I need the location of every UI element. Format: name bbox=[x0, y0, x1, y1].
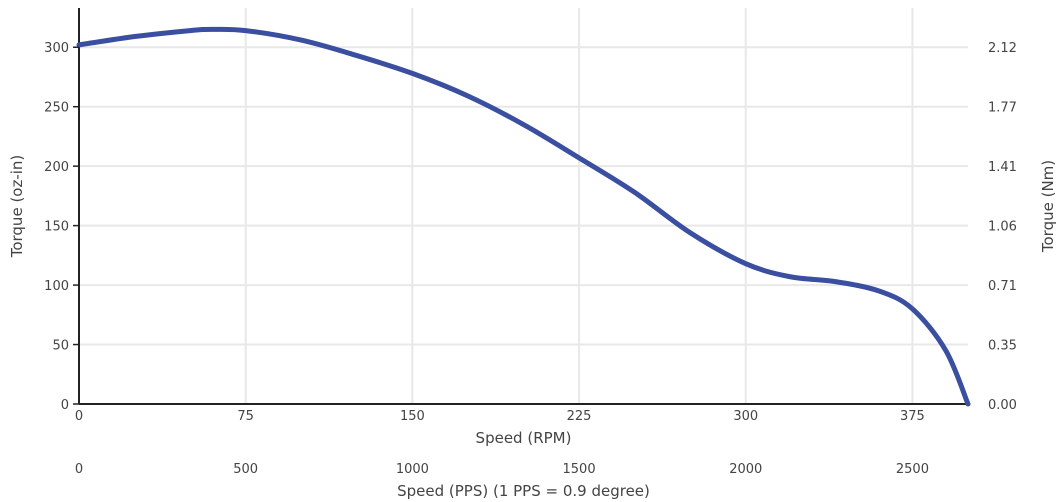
y-tick-label: 300 bbox=[44, 41, 69, 56]
x-axis-ticks: 0 75 150 225 300 375 bbox=[75, 409, 925, 424]
x2-tick-label: 0 bbox=[75, 462, 83, 477]
y2-axis-ticks: 0.00 0.35 0.71 1.06 1.41 1.77 2.12 bbox=[988, 41, 1017, 413]
y-axis-ticks: 0 50 100 150 200 250 300 bbox=[44, 41, 79, 413]
y-axis-title: Torque (oz-in) bbox=[8, 155, 26, 259]
y-tick-label: 100 bbox=[44, 279, 69, 294]
y-tick-label: 200 bbox=[44, 160, 69, 175]
x2-tick-label: 1000 bbox=[396, 462, 429, 477]
torque-curve-group bbox=[76, 26, 971, 407]
y2-tick-label: 2.12 bbox=[988, 41, 1017, 56]
y-tick-label: 0 bbox=[61, 398, 69, 413]
x2-axis-ticks: 0 500 1000 1500 2000 2500 bbox=[75, 462, 929, 477]
grid-lines bbox=[79, 8, 968, 404]
x-tick-label: 150 bbox=[400, 409, 425, 424]
x-tick-label: 0 bbox=[75, 409, 83, 424]
y-tick-label: 50 bbox=[52, 339, 69, 354]
x2-tick-label: 2000 bbox=[729, 462, 762, 477]
x-axis-title: Speed (RPM) bbox=[476, 429, 572, 447]
y2-tick-label: 0.35 bbox=[988, 339, 1017, 354]
y-tick-label: 250 bbox=[44, 101, 69, 116]
y2-tick-label: 1.77 bbox=[988, 101, 1017, 116]
y2-tick-label: 1.06 bbox=[988, 220, 1017, 235]
torque-curve-line bbox=[76, 26, 971, 407]
y2-tick-label: 0.00 bbox=[988, 398, 1017, 413]
y2-axis-title: Torque (Nm) bbox=[1039, 160, 1057, 253]
x2-axis-title: Speed (PPS) (1 PPS = 0.9 degree) bbox=[397, 482, 650, 500]
y2-tick-label: 0.71 bbox=[988, 279, 1017, 294]
y2-tick-label: 1.41 bbox=[988, 160, 1017, 175]
x-tick-label: 225 bbox=[567, 409, 592, 424]
y-tick-label: 150 bbox=[44, 220, 69, 235]
x-tick-label: 300 bbox=[733, 409, 758, 424]
x2-tick-label: 500 bbox=[233, 462, 258, 477]
x2-tick-label: 2500 bbox=[896, 462, 929, 477]
x2-tick-label: 1500 bbox=[563, 462, 596, 477]
x-tick-label: 375 bbox=[900, 409, 925, 424]
x-tick-label: 75 bbox=[237, 409, 254, 424]
